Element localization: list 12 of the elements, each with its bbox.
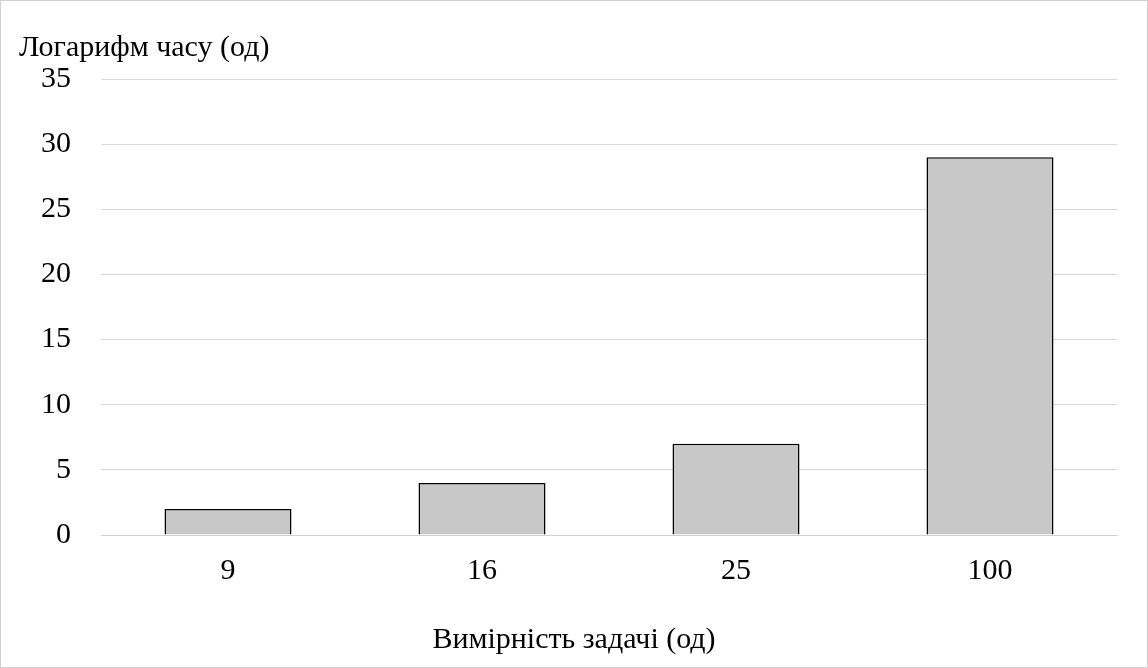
y-tick-label: 30	[41, 125, 71, 159]
y-tick-label: 10	[41, 385, 71, 419]
y-tick-label: 0	[56, 515, 71, 549]
x-tick-label: 100	[967, 551, 1013, 585]
y-tick-label: 15	[41, 320, 71, 354]
y-tick-label: 20	[41, 255, 71, 289]
y-tick-label: 5	[56, 450, 71, 484]
x-tick-label: 25	[721, 551, 751, 585]
x-tick-label: 9	[220, 551, 236, 585]
y-tick-label: 25	[41, 190, 71, 224]
x-tick-label: 16	[467, 551, 497, 585]
x-axis-title: Вимірність задачі (од)	[431, 621, 717, 655]
